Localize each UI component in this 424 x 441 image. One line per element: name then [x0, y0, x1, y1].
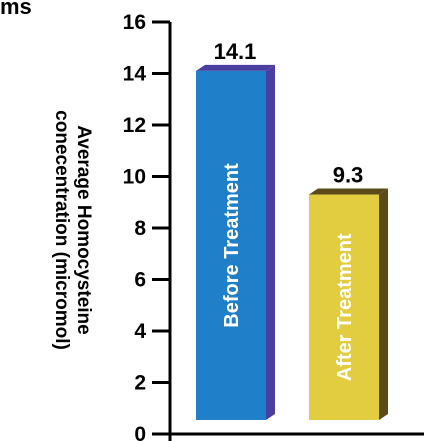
bar-top [309, 188, 388, 195]
y-axis-ticks: 0 2 4 6 8 10 12 14 16 [123, 11, 170, 441]
bar-side [266, 64, 275, 421]
y-tick-label: 2 [134, 372, 146, 395]
bar-before-treatment: Before Treatment 14.1 [196, 39, 275, 421]
bar-after-treatment: After Treatment 9.3 [309, 163, 388, 420]
y-tick-label: 14 [123, 63, 147, 86]
y-tick-label: 12 [123, 114, 146, 137]
y-axis-label: Average Homocysteine conecentration (mic… [51, 110, 94, 350]
bar-top [196, 64, 275, 71]
y-axis-label-line1: Average Homocysteine [73, 125, 94, 334]
y-tick-label: 0 [134, 423, 146, 441]
y-tick-label: 8 [134, 217, 146, 240]
bar-value-label: 9.3 [333, 163, 364, 188]
bar-front [309, 194, 379, 420]
bars: Before Treatment 14.1 After Treatment 9.3 [196, 39, 388, 421]
y-tick-label: 6 [134, 269, 146, 292]
chart-title-fragment: ms [0, 0, 32, 19]
bar-value-label: 14.1 [214, 39, 257, 64]
y-axis-label-line2: conecentration (micromol) [51, 110, 72, 350]
bar-category-label: After Treatment [334, 233, 356, 381]
y-tick-label: 16 [123, 11, 146, 34]
bar-front [196, 70, 266, 421]
bar-side [379, 188, 388, 420]
y-tick-label: 10 [123, 166, 146, 189]
y-tick-label: 4 [134, 320, 146, 343]
bar-category-label: Before Treatment [221, 163, 243, 328]
